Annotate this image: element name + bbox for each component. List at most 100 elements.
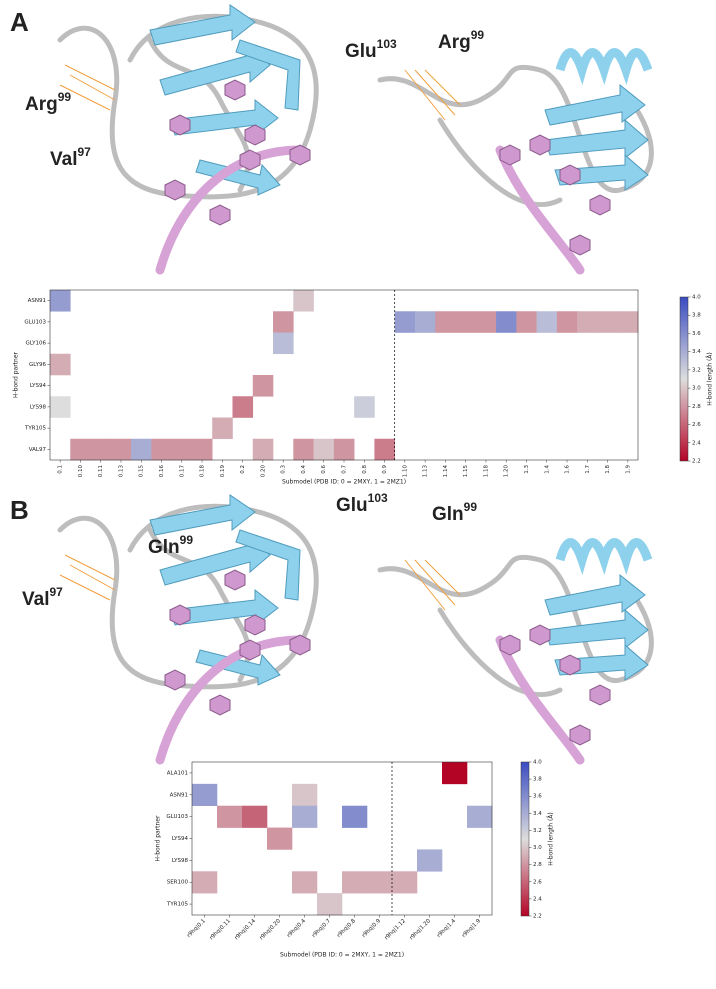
heatmap-cell xyxy=(394,311,416,333)
x-tick-label: 0.15 xyxy=(139,465,145,478)
heatmap-cell xyxy=(467,805,493,828)
x-tick-label: r9hq|1.9 xyxy=(461,918,482,939)
residue-number: 99 xyxy=(471,28,485,42)
y-tick-label: LYS98 xyxy=(30,404,47,410)
x-tick-label: r9hq|1.20 xyxy=(409,918,433,942)
heatmap-cell xyxy=(313,438,335,461)
heatmap-cell xyxy=(442,762,468,785)
heatmap-cell xyxy=(597,311,619,333)
x-tick-label: 0.7 xyxy=(342,465,348,474)
colorbar-title: H-bond length (Å) xyxy=(548,812,555,866)
heatmap-cell xyxy=(293,290,314,312)
heatmap-cell xyxy=(192,783,218,807)
residue-name: Arg xyxy=(25,94,58,115)
colorbar-tick-label: 3.4 xyxy=(533,811,542,817)
residue-label: Glu103 xyxy=(345,37,397,62)
y-tick-label: ALA101 xyxy=(167,770,188,776)
colorbar-tick-label: 3.4 xyxy=(692,349,701,355)
colorbar-tick-label: 2.2 xyxy=(533,914,542,920)
colorbar-tick-label: 2.8 xyxy=(692,404,701,410)
heatmap-cell xyxy=(110,438,132,461)
heatmap-cell xyxy=(516,311,537,333)
heatmap-cell xyxy=(252,375,274,397)
colorbar-tick-label: 2.6 xyxy=(692,422,701,428)
heatmap-cell xyxy=(414,311,436,333)
y-tick-label: GLY96 xyxy=(29,362,46,368)
residue-name: Gln xyxy=(148,537,180,558)
heatmap-cell xyxy=(267,827,293,850)
colorbar-tick-label: 3.2 xyxy=(533,828,542,834)
x-tick-label: 1.6 xyxy=(565,465,571,474)
residue-name: Val xyxy=(22,589,49,610)
heatmap-cell xyxy=(217,805,243,828)
x-tick-label: 0.9 xyxy=(382,465,388,474)
y-tick-label: ASN91 xyxy=(28,298,46,304)
heatmap-cell xyxy=(317,893,343,916)
colorbar-tick-label: 3.2 xyxy=(692,367,701,373)
x-axis-title: Submodel (PDB ID: 0 = 2MXY, 1 = 2MZ1) xyxy=(280,952,404,959)
x-tick-label: r9hq|0.20 xyxy=(259,918,283,942)
heatmap-cell xyxy=(435,311,456,333)
heatmap-cell xyxy=(617,311,639,333)
panel-label: B xyxy=(10,495,29,525)
heatmap-cell xyxy=(367,871,393,894)
heatmap-cell xyxy=(556,311,578,333)
y-tick-label: LYS98 xyxy=(172,858,189,864)
x-tick-label: 1.8 xyxy=(605,465,611,474)
x-tick-label: r9hq|0.8 xyxy=(336,918,357,939)
heatmap-cell xyxy=(151,438,172,461)
heatmap-cell xyxy=(70,438,91,461)
x-tick-label: 0.1 xyxy=(58,465,64,474)
x-tick-label: r9hq|1.4 xyxy=(436,918,457,939)
x-tick-label: 0.20 xyxy=(260,465,266,478)
heatmap-cell xyxy=(131,438,152,461)
y-tick-label: GLU103 xyxy=(166,814,188,820)
heatmap-cell xyxy=(171,438,193,461)
heatmap-cell xyxy=(252,438,274,461)
heatmap-cell xyxy=(50,290,71,312)
heatmap-cell xyxy=(292,871,318,894)
x-tick-label: 1.13 xyxy=(423,465,429,478)
y-tick-label: VAL97 xyxy=(29,447,47,453)
residue-name: Glu xyxy=(345,41,377,62)
colorbar-tick-label: 2.2 xyxy=(692,459,701,465)
x-tick-label: 0.19 xyxy=(220,465,226,478)
residue-number: 99 xyxy=(58,90,72,104)
heatmap-cell xyxy=(536,311,558,333)
colorbar-title: H-bond length (Å) xyxy=(707,352,714,406)
x-tick-label: 1.20 xyxy=(504,465,510,478)
heatmap-cell xyxy=(192,871,218,894)
heatmap-cell xyxy=(342,805,368,828)
x-tick-label: r9hq|0.7 xyxy=(311,918,332,939)
colorbar xyxy=(679,296,689,462)
residue-label: Glu103 xyxy=(336,491,388,516)
heatmap-cell xyxy=(50,396,71,418)
x-tick-label: 1.10 xyxy=(402,465,408,478)
residue-label: Arg99 xyxy=(438,28,484,53)
heatmap-cell xyxy=(50,353,71,376)
x-tick-label: 0.11 xyxy=(98,465,104,477)
x-tick-label: r9hq|0.11 xyxy=(209,918,232,941)
colorbar-tick-label: 4.0 xyxy=(533,760,542,766)
protein-structure xyxy=(60,5,316,270)
heatmap-cell xyxy=(354,396,375,418)
residue-label: Gln99 xyxy=(148,533,193,558)
heatmap-cell xyxy=(191,438,213,461)
heatmap-cell xyxy=(342,871,368,894)
x-tick-label: 0.3 xyxy=(281,465,287,474)
residue-number: 97 xyxy=(49,585,63,599)
x-tick-label: 1.4 xyxy=(544,465,550,474)
residue-label: Gln99 xyxy=(432,500,477,525)
residue-label: Val97 xyxy=(22,585,63,610)
heatmap-cell xyxy=(242,805,268,828)
x-tick-label: 1.15 xyxy=(463,465,469,478)
residue-label: Arg99 xyxy=(25,90,71,115)
x-tick-label: 0.2 xyxy=(240,465,246,474)
colorbar-tick-label: 3.8 xyxy=(692,313,701,319)
residue-number: 103 xyxy=(377,37,397,51)
heatmap-cell xyxy=(455,311,477,333)
heatmap-cell xyxy=(577,311,598,333)
y-tick-label: GLU103 xyxy=(24,319,46,325)
x-tick-label: r9hq|0.4 xyxy=(286,918,307,939)
